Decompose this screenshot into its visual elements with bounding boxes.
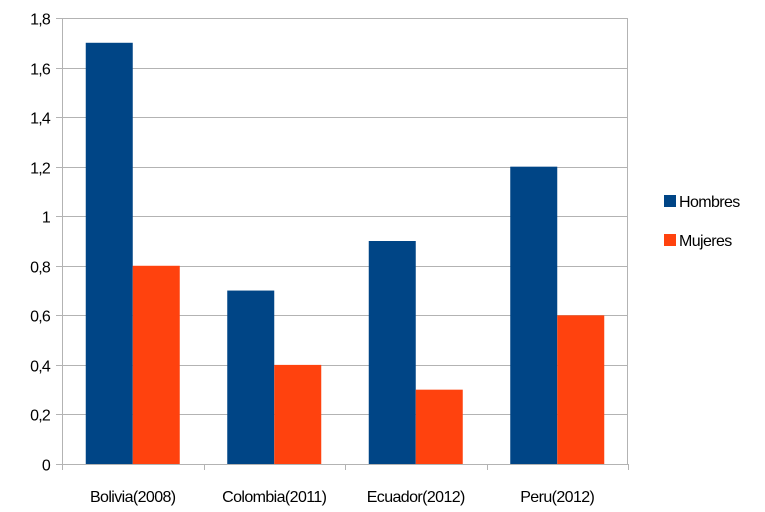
y-tick-label: 1,6 [30, 62, 51, 79]
legend-swatch-mujeres [664, 234, 676, 246]
y-tick-label: 0,8 [30, 260, 51, 277]
y-tick-label: 0,2 [30, 408, 51, 425]
y-tick-label: 0,6 [30, 309, 51, 326]
bar-hombres-2 [368, 241, 416, 464]
y-tick-label: 1,4 [30, 111, 51, 128]
y-tick-label: 0,4 [30, 359, 51, 376]
legend-swatch-hombres [664, 195, 676, 207]
y-tick-label: 1,2 [30, 161, 51, 178]
x-tick-label: Bolivia(2008) [90, 489, 176, 506]
x-tick-label: Ecuador(2012) [367, 489, 465, 506]
legend-label-hombres: Hombres [679, 194, 740, 211]
bar-hombres-1 [227, 290, 275, 464]
bar-mujeres-3 [557, 315, 605, 464]
bars [85, 42, 605, 465]
legend: Hombres Mujeres [664, 194, 741, 250]
y-tick-label: 1,8 [30, 12, 51, 29]
bar-mujeres-1 [274, 364, 322, 464]
axes: 0 0,2 0,4 0,6 0,8 1 1,2 1,4 1,6 1,8 Bolivia(2008) C… [30, 12, 629, 506]
y-tick-label: 1 [42, 210, 51, 227]
bar-hombres-3 [510, 166, 558, 464]
bar-mujeres-0 [132, 265, 180, 464]
y-tick-label: 0 [42, 458, 51, 475]
x-tick-label: Peru(2012) [520, 489, 594, 506]
bar-hombres-0 [85, 42, 133, 465]
legend-label-mujeres: Mujeres [679, 233, 732, 250]
x-tick-label: Colombia(2011) [222, 489, 327, 506]
bar-mujeres-2 [415, 389, 463, 464]
